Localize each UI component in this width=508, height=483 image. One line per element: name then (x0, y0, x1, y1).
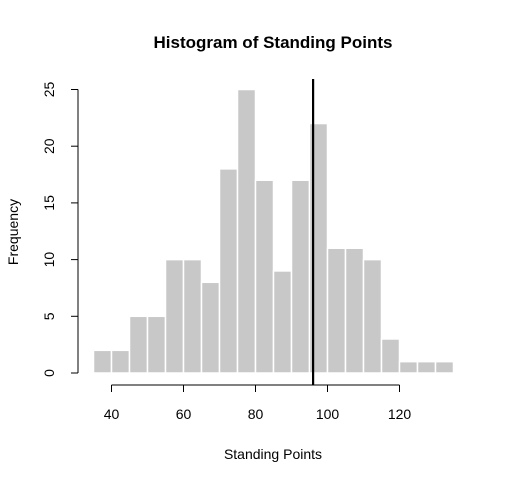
x-tick-label: 40 (104, 406, 120, 422)
histogram-bar (200, 281, 221, 374)
histogram-bar (218, 168, 239, 374)
histogram-bar (92, 349, 113, 374)
histogram-bar (326, 247, 347, 374)
histogram-bar (128, 315, 149, 374)
histogram-bar (398, 360, 419, 374)
histogram-bar (434, 360, 455, 374)
histogram-bar (416, 360, 437, 374)
histogram-bar (164, 258, 185, 374)
histogram-bar (272, 270, 293, 374)
x-tick-label: 120 (388, 406, 412, 422)
x-axis-label: Standing Points (224, 446, 322, 462)
x-tick-label: 80 (248, 406, 264, 422)
y-axis: 0 5 10 15 20 25 (41, 82, 79, 377)
bars-group (92, 88, 455, 374)
histogram-bar (290, 179, 311, 374)
histogram-bar (110, 349, 131, 374)
x-tick-label: 100 (316, 406, 340, 422)
y-tick-label: 10 (41, 252, 57, 268)
y-tick-label: 5 (41, 312, 57, 320)
histogram-bar (344, 247, 365, 374)
y-tick-label: 20 (41, 138, 57, 154)
histogram-bar (182, 258, 203, 374)
y-tick-label: 15 (41, 195, 57, 211)
histogram-bar (236, 88, 257, 374)
y-tick-label: 0 (41, 369, 57, 377)
histogram-bar (254, 179, 275, 374)
y-axis-label: Frequency (5, 199, 21, 265)
y-tick-label: 25 (41, 82, 57, 98)
chart-title: Histogram of Standing Points (154, 33, 393, 52)
histogram-bar (362, 258, 383, 374)
x-tick-label: 60 (176, 406, 192, 422)
histogram-bar (146, 315, 167, 374)
x-axis: 40 60 80 100 120 (104, 384, 412, 422)
histogram-bar (380, 338, 401, 374)
